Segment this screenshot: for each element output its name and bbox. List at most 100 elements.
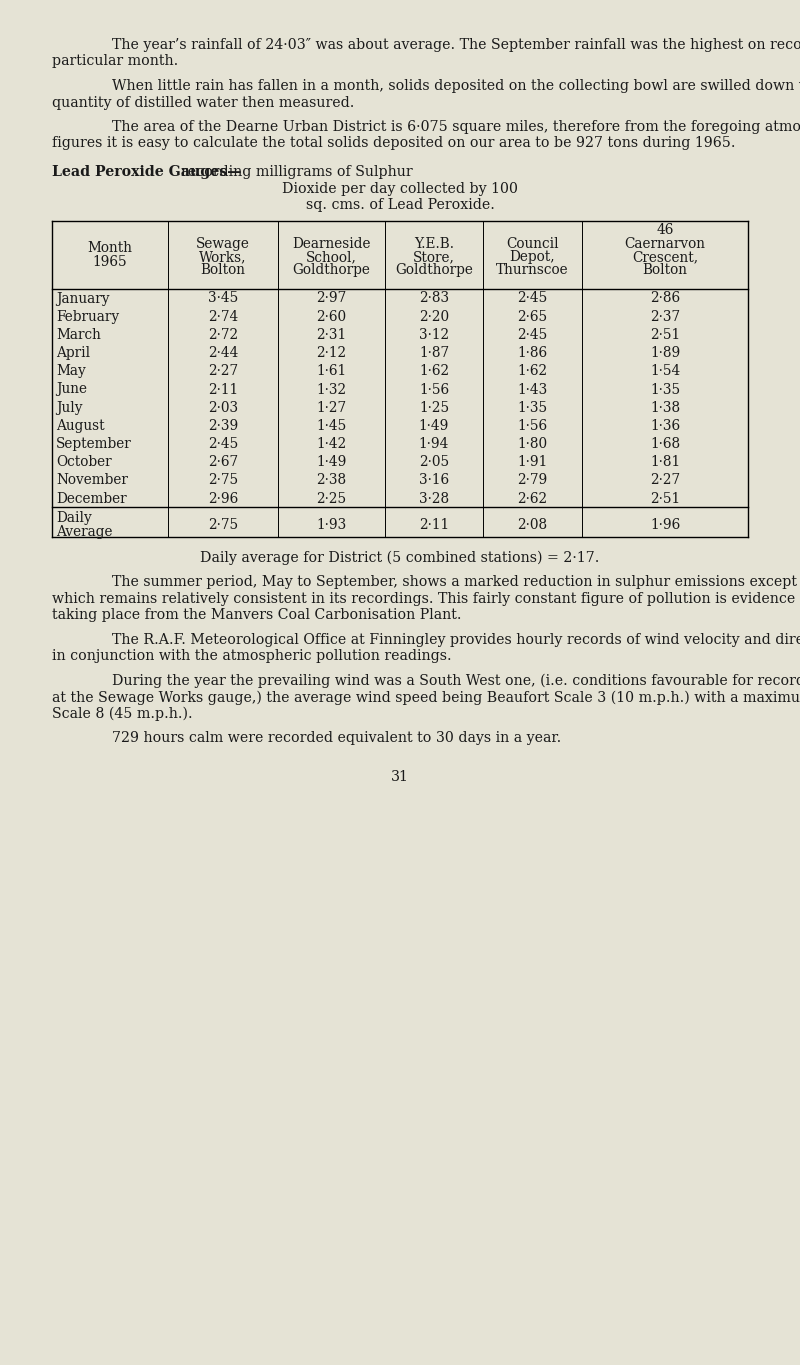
- Text: Store,: Store,: [413, 250, 455, 263]
- Text: sq. cms. of Lead Peroxide.: sq. cms. of Lead Peroxide.: [306, 198, 494, 212]
- Text: Works,: Works,: [199, 250, 246, 263]
- Text: in conjunction with the atmospheric pollution readings.: in conjunction with the atmospheric poll…: [52, 650, 452, 663]
- Text: 1·25: 1·25: [419, 401, 449, 415]
- Text: 729 hours calm were recorded equivalent to 30 days in a year.: 729 hours calm were recorded equivalent …: [112, 732, 562, 745]
- Text: 2·31: 2·31: [317, 328, 346, 341]
- Text: 1·45: 1·45: [316, 419, 346, 433]
- Text: 1·56: 1·56: [518, 419, 547, 433]
- Text: 2·45: 2·45: [518, 328, 548, 341]
- Text: February: February: [56, 310, 119, 324]
- Text: Sewage: Sewage: [196, 238, 250, 251]
- Text: 2·38: 2·38: [317, 474, 346, 487]
- Text: The area of the Dearne Urban District is 6·075 square miles, therefore from the : The area of the Dearne Urban District is…: [112, 120, 800, 134]
- Text: When little rain has fallen in a month, solids deposited on the collecting bowl : When little rain has fallen in a month, …: [112, 79, 800, 93]
- Text: December: December: [56, 491, 126, 505]
- Text: 2·75: 2·75: [208, 474, 238, 487]
- Text: 1·35: 1·35: [650, 382, 680, 396]
- Text: 3·12: 3·12: [419, 328, 449, 341]
- Text: During the year the prevailing wind was a South West one, (i.e. conditions favou: During the year the prevailing wind was …: [112, 674, 800, 688]
- Text: 1·62: 1·62: [518, 364, 547, 378]
- Text: Bolton: Bolton: [201, 263, 246, 277]
- Text: 1·86: 1·86: [518, 347, 547, 360]
- Text: 2·44: 2·44: [208, 347, 238, 360]
- Text: 1·27: 1·27: [317, 401, 346, 415]
- Text: 1965: 1965: [93, 255, 127, 269]
- Text: 2·27: 2·27: [650, 474, 680, 487]
- Text: 2·45: 2·45: [518, 292, 548, 306]
- Text: January: January: [56, 292, 110, 306]
- Text: Dearneside: Dearneside: [292, 238, 370, 251]
- Text: 2·25: 2·25: [317, 491, 346, 505]
- Text: 1·96: 1·96: [650, 517, 680, 532]
- Text: Depot,: Depot,: [510, 250, 555, 263]
- Text: 1·54: 1·54: [650, 364, 680, 378]
- Text: 1·80: 1·80: [518, 437, 547, 450]
- Text: 2·11: 2·11: [419, 517, 449, 532]
- Text: 2·03: 2·03: [208, 401, 238, 415]
- Text: 2·79: 2·79: [518, 474, 548, 487]
- Text: October: October: [56, 456, 112, 470]
- Text: 3·45: 3·45: [208, 292, 238, 306]
- Text: 3·16: 3·16: [419, 474, 449, 487]
- Text: at the Sewage Works gauge,) the average wind speed being Beaufort Scale 3 (10 m.: at the Sewage Works gauge,) the average …: [52, 691, 800, 704]
- Text: 2·96: 2·96: [208, 491, 238, 505]
- Text: 1·35: 1·35: [518, 401, 547, 415]
- Text: 2·62: 2·62: [518, 491, 547, 505]
- Text: The R.A.F. Meteorological Office at Finningley provides hourly records of wind v: The R.A.F. Meteorological Office at Finn…: [112, 633, 800, 647]
- Text: 2·97: 2·97: [316, 292, 346, 306]
- Text: 1·49: 1·49: [316, 456, 346, 470]
- Text: Goldthorpe: Goldthorpe: [395, 263, 473, 277]
- Text: recording milligrams of Sulphur: recording milligrams of Sulphur: [181, 165, 412, 179]
- Text: Caernarvon: Caernarvon: [625, 238, 706, 251]
- Text: figures it is easy to calculate the total solids deposited on our area to be 927: figures it is easy to calculate the tota…: [52, 136, 735, 150]
- Text: Crescent,: Crescent,: [632, 251, 698, 265]
- Text: 2·37: 2·37: [650, 310, 680, 324]
- Text: 1·93: 1·93: [316, 517, 346, 532]
- Text: 2·60: 2·60: [317, 310, 346, 324]
- Text: The year’s rainfall of 24·03″ was about average. The September rainfall was the : The year’s rainfall of 24·03″ was about …: [112, 38, 800, 52]
- Text: Daily average for District (5 combined stations) = 2·17.: Daily average for District (5 combined s…: [200, 551, 600, 565]
- Text: 2·75: 2·75: [208, 517, 238, 532]
- Text: 2·08: 2·08: [518, 517, 547, 532]
- Text: 2·83: 2·83: [419, 292, 449, 306]
- Text: 2·74: 2·74: [208, 310, 238, 324]
- Text: which remains relatively consistent in its recordings. This fairly constant figu: which remains relatively consistent in i…: [52, 592, 800, 606]
- Text: Thurnscoe: Thurnscoe: [496, 263, 569, 277]
- Text: particular month.: particular month.: [52, 55, 178, 68]
- Text: Dioxide per day collected by 100: Dioxide per day collected by 100: [282, 182, 518, 195]
- Text: 1·43: 1·43: [518, 382, 548, 396]
- Text: 1·68: 1·68: [650, 437, 680, 450]
- Text: 3·28: 3·28: [419, 491, 449, 505]
- Text: November: November: [56, 474, 128, 487]
- Text: July: July: [56, 401, 82, 415]
- Text: 2·86: 2·86: [650, 292, 680, 306]
- Text: 31: 31: [391, 770, 409, 784]
- Text: 1·61: 1·61: [317, 364, 346, 378]
- Text: June: June: [56, 382, 87, 396]
- Text: 2·05: 2·05: [419, 456, 449, 470]
- Text: Goldthorpe: Goldthorpe: [293, 263, 370, 277]
- Text: Daily: Daily: [56, 511, 92, 526]
- Text: 2·67: 2·67: [208, 456, 238, 470]
- Text: 2·12: 2·12: [317, 347, 346, 360]
- Text: 1·36: 1·36: [650, 419, 680, 433]
- Text: 1·87: 1·87: [419, 347, 449, 360]
- Text: 2·39: 2·39: [208, 419, 238, 433]
- Text: 1·81: 1·81: [650, 456, 680, 470]
- Text: 2·51: 2·51: [650, 491, 680, 505]
- Text: 1·91: 1·91: [518, 456, 548, 470]
- Text: Month: Month: [87, 240, 133, 254]
- Text: May: May: [56, 364, 86, 378]
- Text: 2·11: 2·11: [208, 382, 238, 396]
- Text: 1·42: 1·42: [316, 437, 346, 450]
- Text: 2·27: 2·27: [208, 364, 238, 378]
- Text: 1·32: 1·32: [317, 382, 346, 396]
- Text: 2·51: 2·51: [650, 328, 680, 341]
- Text: Scale 8 (45 m.p.h.).: Scale 8 (45 m.p.h.).: [52, 707, 193, 721]
- Text: Y.E.B.: Y.E.B.: [414, 238, 454, 251]
- Text: Council: Council: [506, 238, 559, 251]
- Text: The summer period, May to September, shows a marked reduction in sulphur emissio: The summer period, May to September, sho…: [112, 576, 800, 590]
- Text: 1·62: 1·62: [419, 364, 449, 378]
- Text: 1·49: 1·49: [419, 419, 449, 433]
- Text: 2·72: 2·72: [208, 328, 238, 341]
